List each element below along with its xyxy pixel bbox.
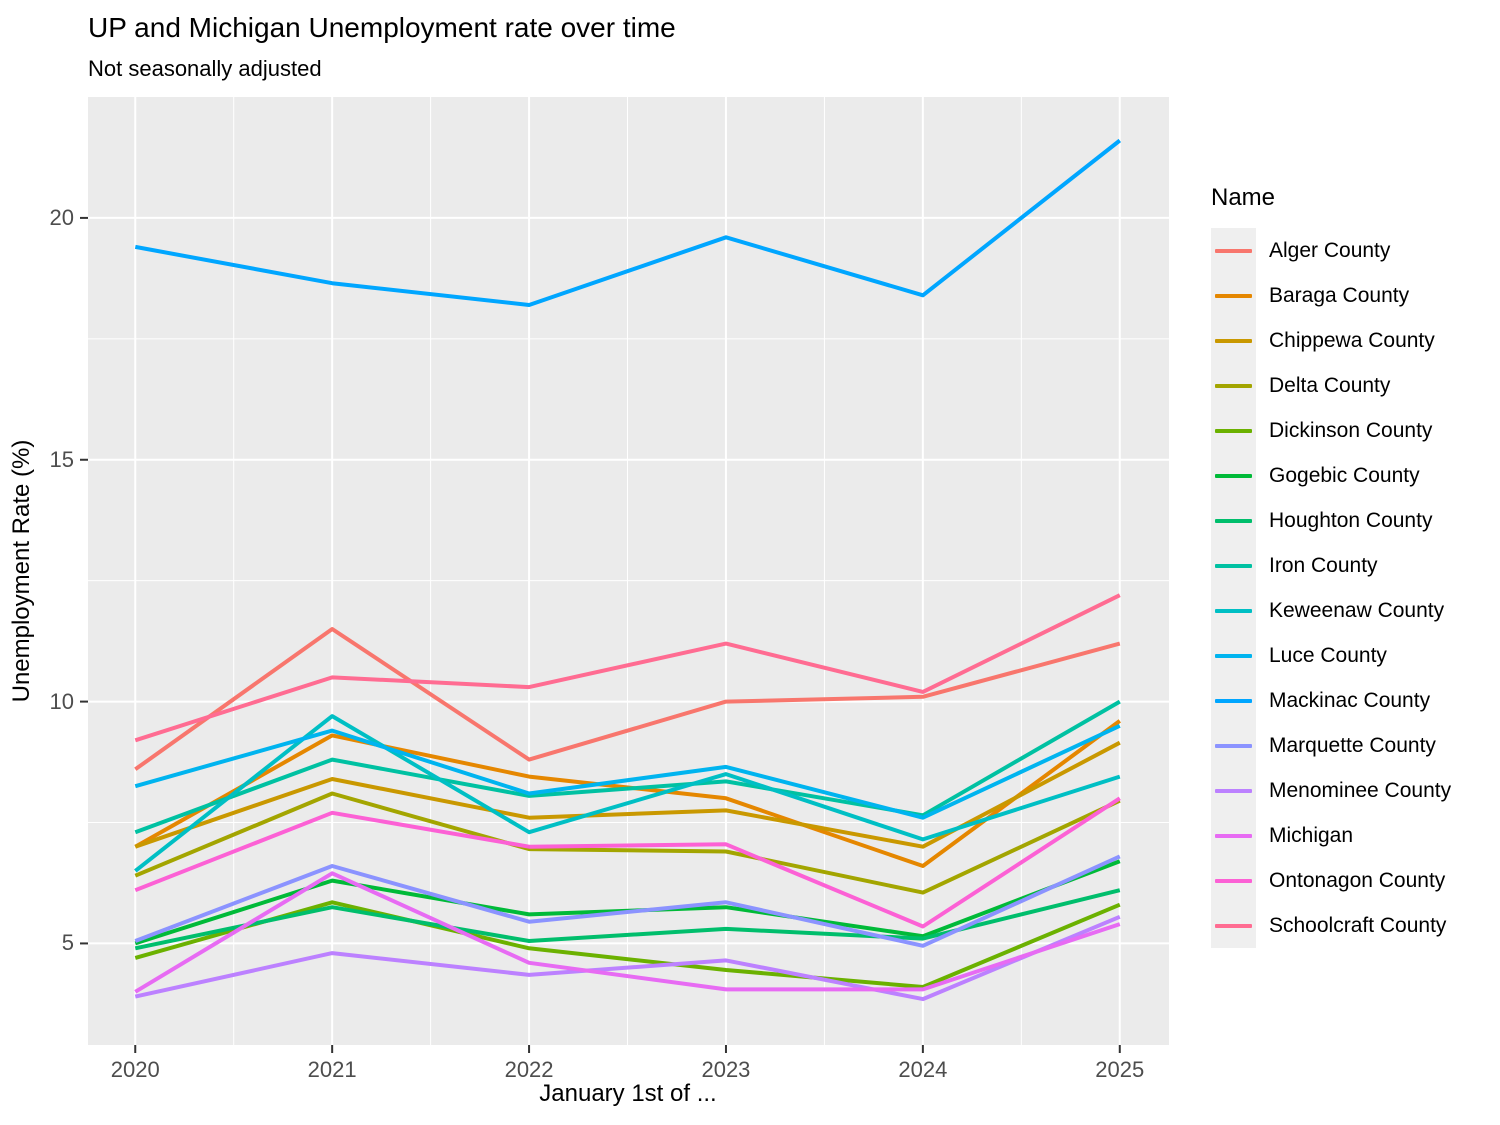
legend-item: Schoolcraft County bbox=[1211, 903, 1451, 948]
legend-label: Marquette County bbox=[1269, 733, 1436, 757]
legend-item: Baraga County bbox=[1211, 273, 1451, 318]
y-tick-label: 20 bbox=[49, 204, 74, 230]
series-line bbox=[134, 138, 1122, 307]
x-tick-label: 2025 bbox=[1095, 1057, 1145, 1082]
legend-item: Luce County bbox=[1211, 633, 1451, 678]
series-line bbox=[134, 796, 1121, 929]
panel-background bbox=[88, 97, 1169, 1045]
legend-item: Keweenaw County bbox=[1211, 588, 1451, 633]
legend-items: Alger County Baraga County Chippewa County… bbox=[1211, 228, 1451, 948]
legend-key bbox=[1211, 228, 1256, 273]
y-axis-title: Unemployment Rate (%) bbox=[8, 439, 35, 703]
legend-key-line-icon bbox=[1215, 428, 1252, 433]
series-line bbox=[134, 699, 1121, 835]
legend-key-line-icon bbox=[1215, 833, 1252, 838]
legend-key-line-icon bbox=[1215, 338, 1252, 343]
legend-label: Luce County bbox=[1269, 643, 1387, 667]
legend-key-line-icon bbox=[1215, 383, 1252, 388]
series-line bbox=[134, 854, 1121, 948]
series-line bbox=[134, 791, 1121, 895]
legend-title: Name bbox=[1211, 184, 1276, 211]
legend-key bbox=[1211, 408, 1256, 453]
legend-item: Houghton County bbox=[1211, 498, 1451, 543]
legend-key bbox=[1211, 723, 1256, 768]
legend-item: Menominee County bbox=[1211, 768, 1451, 813]
series-line bbox=[134, 871, 1121, 994]
legend-label: Ontonagon County bbox=[1269, 868, 1446, 892]
legend-item: Alger County bbox=[1211, 228, 1451, 273]
y-tick-label: 15 bbox=[49, 446, 74, 472]
legend-key-line-icon bbox=[1215, 698, 1252, 703]
x-tick-label: 2021 bbox=[307, 1057, 357, 1082]
legend-label: Chippewa County bbox=[1269, 328, 1435, 352]
legend-item: Ontonagon County bbox=[1211, 858, 1451, 903]
y-tick-label: 5 bbox=[61, 930, 74, 956]
legend-key-line-icon bbox=[1215, 248, 1252, 253]
legend-key-line-icon bbox=[1215, 743, 1252, 748]
legend-item: Dickinson County bbox=[1211, 408, 1451, 453]
legend-key-line-icon bbox=[1215, 518, 1252, 523]
x-tick-label: 2023 bbox=[701, 1057, 751, 1082]
series-line bbox=[134, 723, 1121, 820]
legend-key bbox=[1211, 768, 1256, 813]
legend-label: Iron County bbox=[1269, 553, 1378, 577]
legend-item: Iron County bbox=[1211, 543, 1451, 588]
x-tick-label: 2020 bbox=[110, 1057, 160, 1082]
chart-subtitle: Not seasonally adjusted bbox=[88, 56, 322, 81]
legend-label: Baraga County bbox=[1269, 283, 1410, 307]
legend-key bbox=[1211, 498, 1256, 543]
legend: Name Alger County Baraga County Chippewa C… bbox=[1211, 184, 1451, 948]
legend-label: Schoolcraft County bbox=[1269, 913, 1447, 937]
legend-key-line-icon bbox=[1215, 608, 1252, 613]
legend-key-line-icon bbox=[1215, 653, 1252, 658]
legend-item: Delta County bbox=[1211, 363, 1451, 408]
legend-key bbox=[1211, 903, 1256, 948]
legend-label: Mackinac County bbox=[1269, 688, 1431, 712]
legend-key bbox=[1211, 678, 1256, 723]
legend-item: Chippewa County bbox=[1211, 318, 1451, 363]
series-line bbox=[134, 627, 1121, 771]
legend-label: Menominee County bbox=[1269, 778, 1452, 802]
legend-item: Gogebic County bbox=[1211, 453, 1451, 498]
x-axis-title: January 1st of ... bbox=[539, 1080, 717, 1107]
series-line bbox=[134, 900, 1121, 989]
legend-item: Marquette County bbox=[1211, 723, 1451, 768]
legend-key bbox=[1211, 633, 1256, 678]
legend-key bbox=[1211, 543, 1256, 588]
chart-title: UP and Michigan Unemployment rate over t… bbox=[88, 12, 676, 43]
legend-label: Keweenaw County bbox=[1269, 598, 1445, 622]
legend-key bbox=[1211, 318, 1256, 363]
legend-item: Michigan bbox=[1211, 813, 1451, 858]
legend-key-line-icon bbox=[1215, 788, 1252, 793]
legend-label: Houghton County bbox=[1269, 508, 1433, 532]
legend-key-line-icon bbox=[1215, 293, 1252, 298]
legend-key bbox=[1211, 858, 1256, 903]
x-tick-label: 2024 bbox=[898, 1057, 948, 1082]
legend-key bbox=[1211, 813, 1256, 858]
series-line bbox=[134, 914, 1121, 1002]
legend-label: Gogebic County bbox=[1269, 463, 1420, 487]
legend-key-line-icon bbox=[1215, 878, 1252, 883]
y-tick-label: 10 bbox=[49, 688, 74, 714]
legend-key-line-icon bbox=[1215, 923, 1252, 928]
legend-key-line-icon bbox=[1215, 473, 1252, 478]
legend-label: Michigan bbox=[1269, 823, 1354, 847]
x-tick-label: 2022 bbox=[504, 1057, 554, 1082]
legend-item: Mackinac County bbox=[1211, 678, 1451, 723]
legend-key bbox=[1211, 273, 1256, 318]
legend-label: Delta County bbox=[1269, 373, 1391, 397]
legend-label: Alger County bbox=[1269, 238, 1391, 262]
legend-key bbox=[1211, 588, 1256, 633]
legend-key-line-icon bbox=[1215, 563, 1252, 568]
legend-label: Dickinson County bbox=[1269, 418, 1433, 442]
legend-key bbox=[1211, 453, 1256, 498]
legend-key bbox=[1211, 363, 1256, 408]
series-line bbox=[134, 593, 1121, 743]
